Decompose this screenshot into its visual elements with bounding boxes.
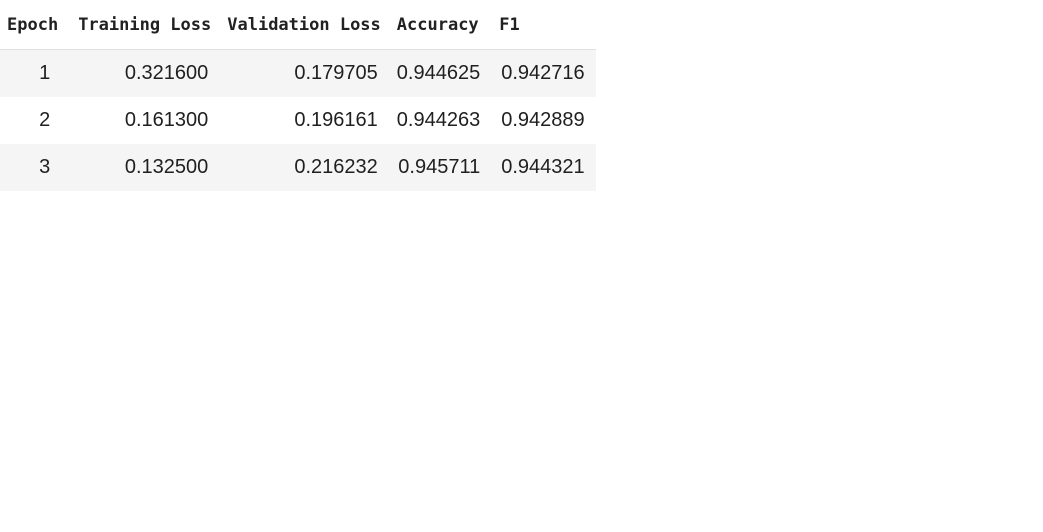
cell-epoch: 2: [0, 97, 71, 144]
training-results-table: Epoch Training Loss Validation Loss Accu…: [0, 0, 596, 191]
cell-f1: 0.942889: [491, 97, 596, 144]
header-f1: F1: [491, 0, 596, 50]
cell-training-loss: 0.321600: [70, 49, 220, 97]
header-validation-loss: Validation Loss: [219, 0, 389, 50]
cell-f1: 0.942716: [491, 49, 596, 97]
table-row: 1 0.321600 0.179705 0.944625 0.942716: [0, 49, 596, 97]
cell-f1: 0.944321: [491, 144, 596, 191]
header-training-loss: Training Loss: [70, 0, 220, 50]
table-row: 3 0.132500 0.216232 0.945711 0.944321: [0, 144, 596, 191]
cell-epoch: 1: [0, 49, 71, 97]
cell-accuracy: 0.944625: [388, 49, 492, 97]
header-epoch: Epoch: [0, 0, 71, 50]
table-row: 2 0.161300 0.196161 0.944263 0.942889: [0, 97, 596, 144]
cell-validation-loss: 0.216232: [219, 144, 389, 191]
table-body: 1 0.321600 0.179705 0.944625 0.942716 2 …: [0, 49, 596, 191]
cell-accuracy: 0.944263: [388, 97, 492, 144]
cell-training-loss: 0.132500: [70, 144, 220, 191]
cell-accuracy: 0.945711: [388, 144, 492, 191]
cell-validation-loss: 0.179705: [219, 49, 389, 97]
cell-validation-loss: 0.196161: [219, 97, 389, 144]
header-accuracy: Accuracy: [388, 0, 492, 50]
header-row: Epoch Training Loss Validation Loss Accu…: [0, 0, 596, 50]
cell-training-loss: 0.161300: [70, 97, 220, 144]
cell-epoch: 3: [0, 144, 71, 191]
table-header: Epoch Training Loss Validation Loss Accu…: [0, 0, 596, 50]
